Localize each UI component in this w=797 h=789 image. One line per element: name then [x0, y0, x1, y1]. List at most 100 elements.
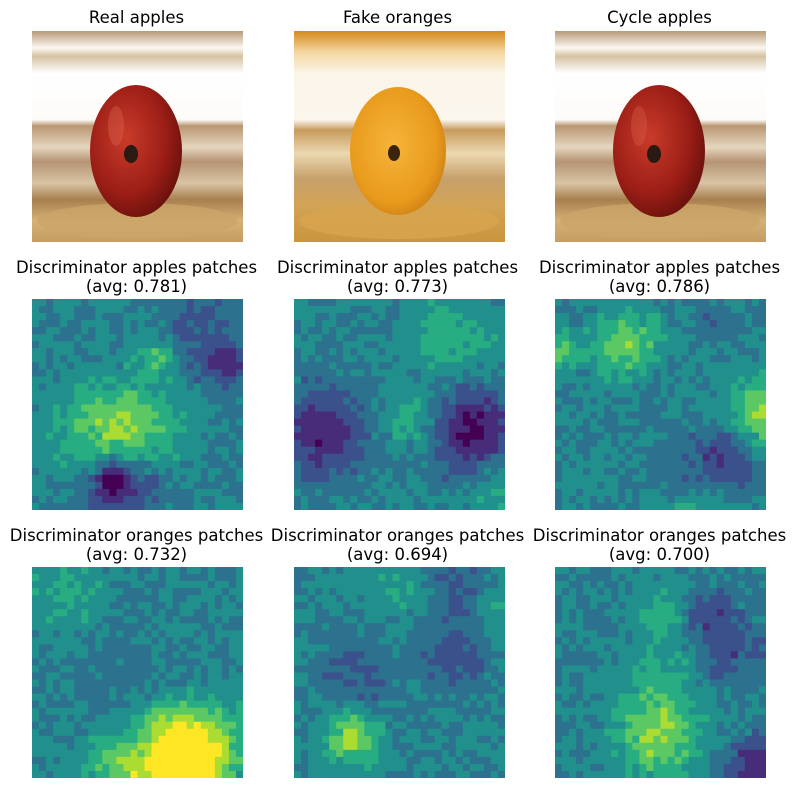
- heatmap-cell: [723, 362, 732, 370]
- heatmap-cell: [200, 439, 209, 448]
- heatmap-cell: [597, 418, 605, 426]
- heatmap-cell: [39, 700, 47, 709]
- heatmap-cell: [350, 637, 358, 645]
- heatmap-cell: [109, 763, 117, 772]
- heatmap-cell: [88, 376, 96, 384]
- heatmap-cell: [483, 735, 492, 744]
- heatmap-cell: [116, 369, 124, 377]
- heatmap-cell: [737, 616, 746, 624]
- heatmap-cell: [730, 383, 739, 391]
- heatmap-cell: [315, 404, 323, 412]
- heatmap-cell: [462, 735, 471, 744]
- heatmap-cell: [392, 418, 400, 426]
- heatmap-cell: [427, 714, 436, 723]
- heatmap-cell: [329, 383, 337, 391]
- heatmap-cell: [193, 574, 202, 582]
- heatmap-cell: [343, 502, 351, 510]
- heatmap-cell: [469, 567, 478, 575]
- heatmap-cell: [476, 383, 485, 391]
- heatmap-cell: [569, 432, 577, 441]
- heatmap-cell: [179, 609, 188, 617]
- heatmap-cell: [151, 770, 159, 778]
- heatmap-cell: [186, 637, 195, 645]
- heatmap-cell: [364, 425, 372, 434]
- heatmap-cell: [688, 581, 697, 589]
- heatmap-cell: [618, 369, 626, 377]
- heatmap-cell: [95, 686, 103, 694]
- heatmap-cell: [413, 609, 421, 617]
- heatmap-cell: [716, 383, 725, 391]
- heatmap-cell: [702, 341, 711, 349]
- heatmap-cell: [130, 616, 138, 624]
- heatmap-cell: [583, 446, 591, 455]
- heatmap-cell: [441, 700, 450, 709]
- heatmap-cell: [378, 602, 386, 610]
- heatmap-cell: [490, 467, 499, 476]
- heatmap-cell: [74, 588, 82, 596]
- heatmap-cell: [315, 320, 323, 328]
- heatmap-cell: [123, 651, 131, 659]
- heatmap-cell: [88, 581, 96, 589]
- heatmap-cell: [322, 404, 330, 412]
- heatmap-cell: [371, 502, 379, 510]
- heatmap-cell: [371, 327, 379, 335]
- heatmap-cell: [604, 644, 612, 652]
- heatmap-cell: [441, 432, 450, 441]
- heatmap-cell: [625, 453, 633, 462]
- heatmap-cell: [730, 623, 739, 631]
- heatmap-cell: [95, 439, 103, 448]
- heatmap-cell: [455, 602, 464, 610]
- heatmap-cell: [371, 334, 379, 342]
- heatmap-cell: [130, 567, 138, 575]
- heatmap-cell: [179, 404, 188, 412]
- heatmap-cell: [730, 581, 739, 589]
- heatmap-cell: [413, 742, 421, 751]
- heatmap-cell: [228, 327, 237, 335]
- heatmap-cell: [193, 467, 202, 476]
- heatmap-cell: [462, 595, 471, 603]
- heatmap-cell: [308, 313, 316, 321]
- heatmap-cell: [723, 369, 732, 377]
- heatmap-cell: [744, 390, 753, 398]
- heatmap-cell: [406, 700, 414, 709]
- heatmap-cell: [667, 313, 675, 321]
- heatmap-cell: [469, 665, 478, 673]
- heatmap-cell: [207, 770, 216, 778]
- heatmap-cell: [151, 460, 159, 469]
- heatmap-cell: [67, 651, 75, 659]
- heatmap-cell: [144, 658, 152, 666]
- heatmap-cell: [476, 714, 485, 723]
- heatmap-cell: [53, 348, 61, 356]
- heatmap-cell: [88, 588, 96, 596]
- heatmap-cell: [462, 355, 471, 363]
- heatmap-cell: [172, 362, 181, 370]
- heatmap-cell: [336, 644, 344, 652]
- heatmap-cell: [378, 728, 386, 737]
- heatmap-cell: [193, 327, 202, 335]
- heatmap-cell: [625, 574, 633, 582]
- heatmap-cell: [39, 735, 47, 744]
- heatmap-cell: [193, 404, 202, 412]
- heatmap-cell: [165, 672, 174, 680]
- heatmap-cell: [420, 460, 429, 469]
- heatmap-cell: [737, 502, 746, 510]
- heatmap-cell: [576, 313, 584, 321]
- heatmap-cell: [709, 362, 718, 370]
- heatmap-cell: [392, 390, 400, 398]
- heatmap-cell: [32, 763, 40, 772]
- heatmap-cell: [172, 432, 181, 441]
- heatmap-cell: [336, 721, 344, 730]
- heatmap-cell: [46, 355, 54, 363]
- heatmap-cell: [618, 355, 626, 363]
- heatmap-cell: [758, 616, 766, 624]
- heatmap-cell: [497, 700, 505, 709]
- heatmap-cell: [744, 397, 753, 405]
- heatmap-cell: [420, 581, 429, 589]
- heatmap-cell: [667, 488, 675, 497]
- heatmap-cell: [364, 637, 372, 645]
- heatmap-cell: [632, 644, 640, 652]
- heatmap-cell: [165, 756, 174, 765]
- heatmap-cell: [406, 658, 414, 666]
- heatmap-cell: [497, 404, 505, 412]
- heatmap-cell: [632, 397, 640, 405]
